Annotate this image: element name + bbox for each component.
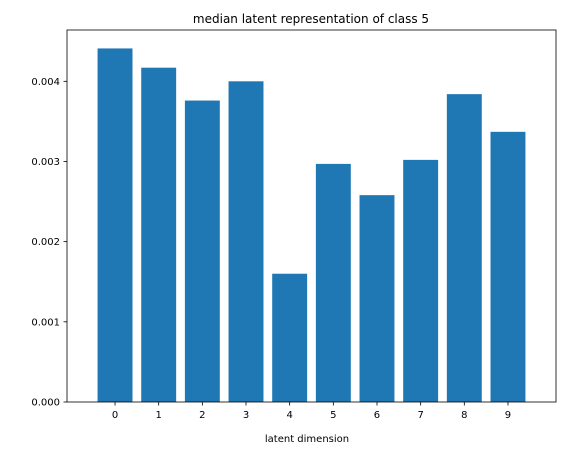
bar-dim-8 (446, 94, 482, 402)
y-tick-label: 0.003 (31, 157, 60, 168)
x-tick-label: 6 (374, 410, 380, 421)
y-tick-label: 0.004 (31, 77, 60, 88)
bars-group (97, 48, 526, 403)
bar-dim-1 (141, 67, 177, 403)
x-axis-label: latent dimension (265, 434, 349, 445)
y-tick-label: 0.002 (31, 237, 60, 248)
bar-dim-9 (490, 131, 526, 402)
y-axis-ticks: 0.000 0.001 0.002 0.003 0.004 (31, 77, 67, 409)
bar-dim-7 (403, 159, 439, 402)
bar-dim-5 (315, 163, 351, 402)
chart-title: median latent representation of class 5 (193, 12, 429, 26)
x-tick-label: 4 (286, 410, 292, 421)
plot-frame (66, 29, 557, 403)
x-tick-label: 7 (417, 410, 423, 421)
bar-dim-0 (97, 48, 133, 402)
x-tick-label: 3 (243, 410, 249, 421)
bar-dim-2 (184, 100, 220, 402)
x-tick-label: 0 (112, 410, 118, 421)
x-axis-ticks: 0 1 2 3 4 5 6 7 8 9 (112, 402, 511, 421)
bar-dim-6 (359, 195, 395, 402)
y-tick-label: 0.001 (31, 317, 60, 328)
x-tick-label: 1 (156, 410, 162, 421)
bar-dim-4 (272, 273, 308, 402)
bar-dim-3 (228, 81, 264, 402)
x-tick-label: 9 (505, 410, 511, 421)
x-tick-label: 8 (461, 410, 467, 421)
y-tick-label: 0.000 (31, 398, 60, 409)
x-tick-label: 5 (330, 410, 336, 421)
x-tick-label: 2 (199, 410, 205, 421)
